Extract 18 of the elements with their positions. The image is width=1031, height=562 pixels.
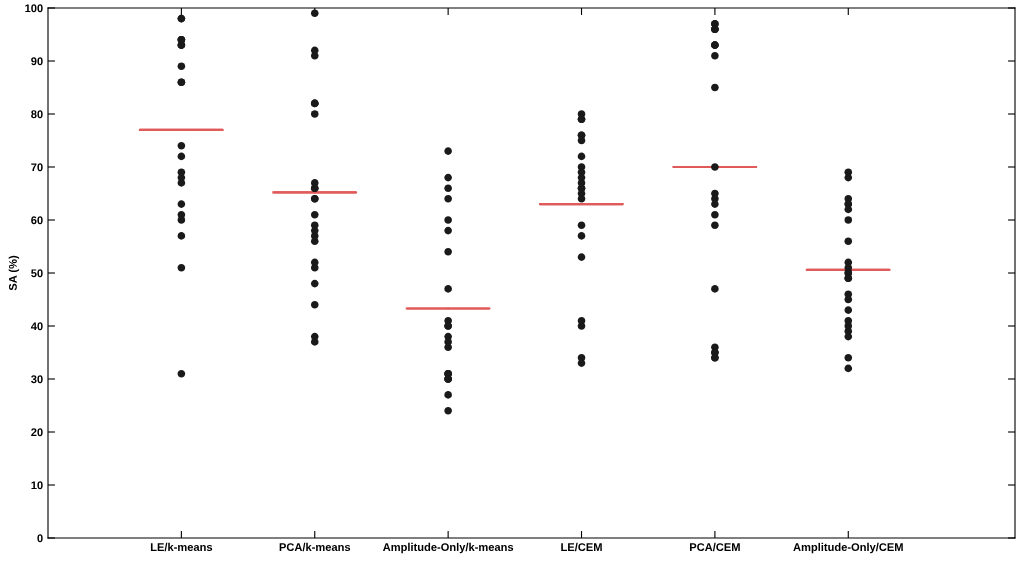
- y-tick-label: 70: [31, 163, 43, 172]
- y-tick-label: 20: [31, 428, 43, 437]
- y-tick-label: 80: [31, 110, 43, 119]
- y-tick-label: 40: [30, 322, 43, 331]
- x-tick-label: LE/k-means: [150, 542, 213, 552]
- x-tick-label: PCA/CEM: [690, 542, 740, 552]
- y-tick-label: 0: [37, 534, 43, 543]
- y-tick-label: 100: [25, 4, 43, 13]
- y-tick-label: 30: [31, 375, 43, 384]
- x-tick-label: LE/CEM: [561, 542, 602, 552]
- y-tick-label: 10: [31, 481, 43, 490]
- y-tick-label: 90: [31, 57, 43, 66]
- y-axis-title: SA (%): [8, 255, 20, 291]
- y-tick-label: 50: [31, 269, 43, 278]
- x-tick-label: Amplitude-Only/k-means: [382, 542, 514, 554]
- x-tick-label: PCA/k-means: [279, 542, 351, 552]
- y-tick-label: 60: [31, 216, 43, 225]
- x-tick-label: Amplitude-Only/CEM: [793, 542, 903, 554]
